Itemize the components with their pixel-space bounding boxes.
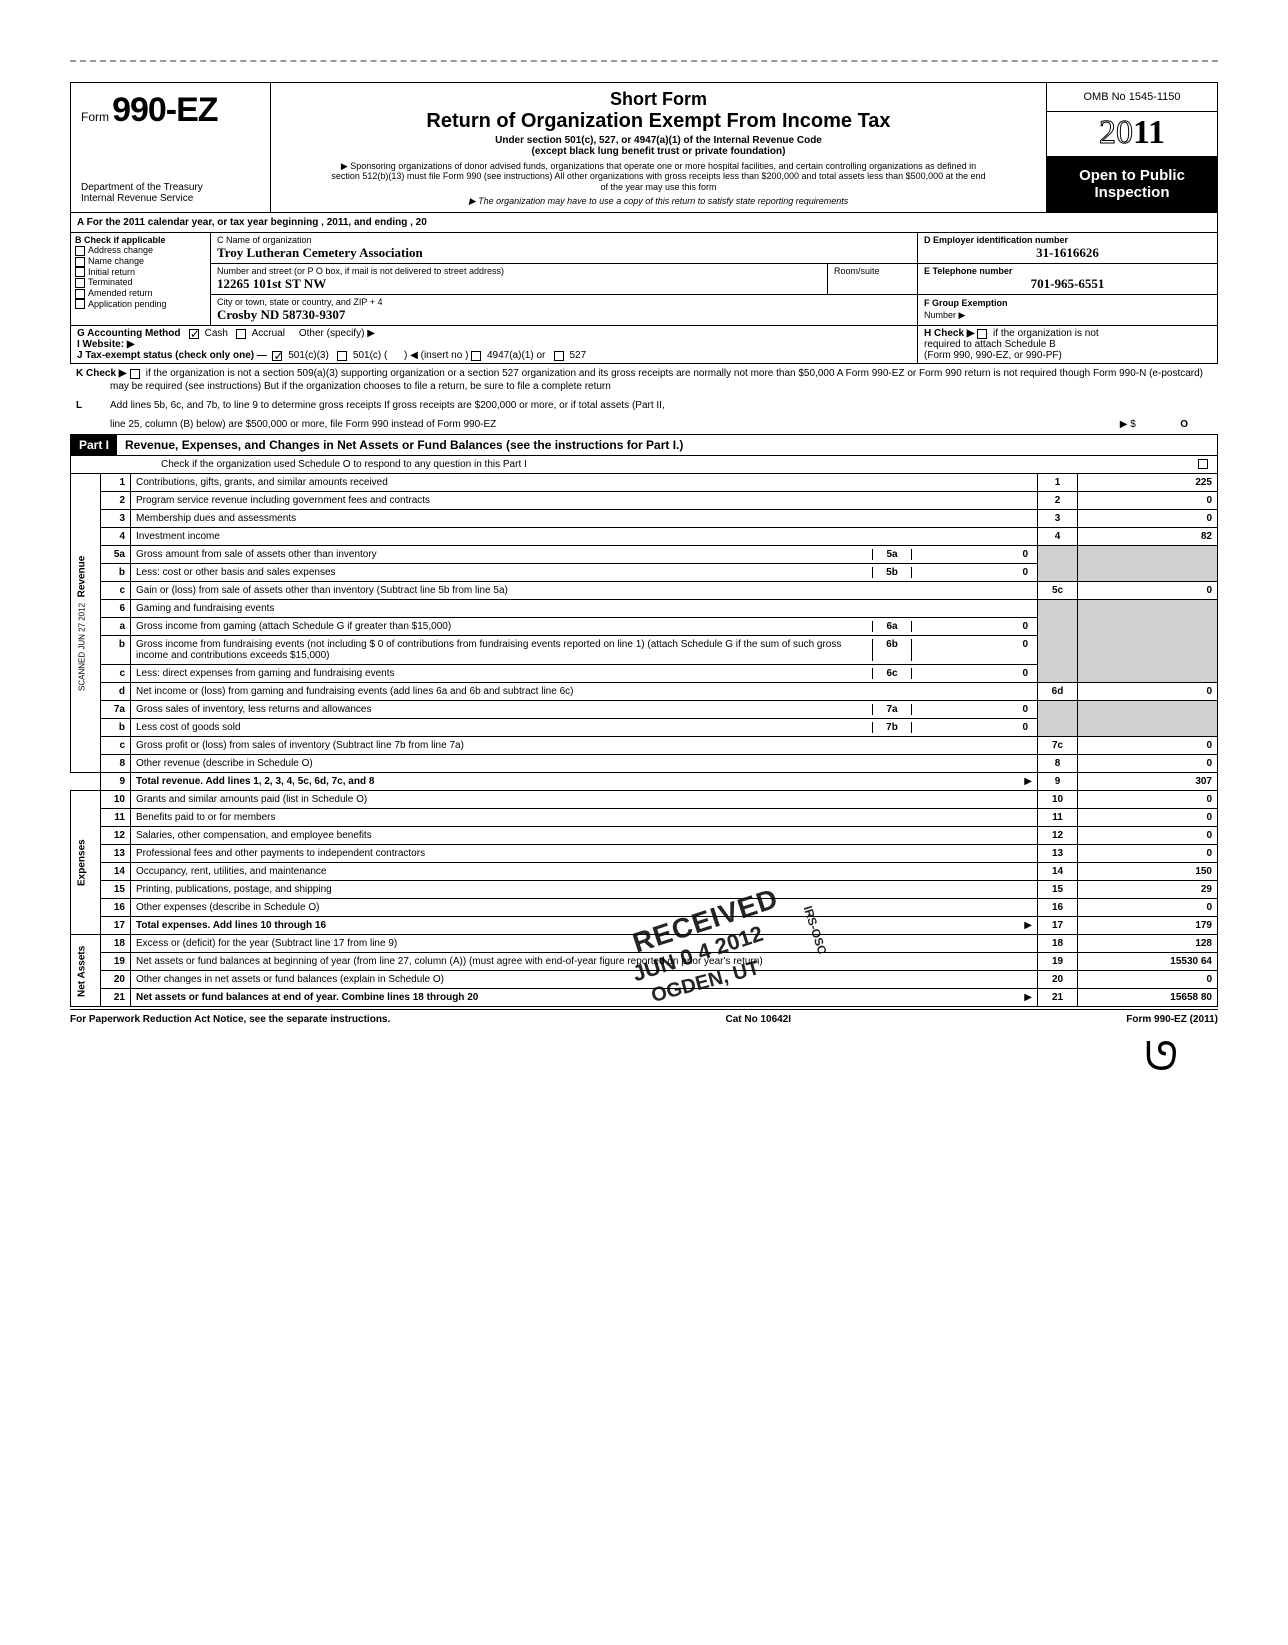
dept1: Department of the Treasury [81, 182, 260, 193]
ln-desc: Contributions, gifts, grants, and simila… [131, 474, 1038, 492]
checkbox-icon[interactable] [189, 329, 199, 339]
b-item: Application pending [75, 299, 206, 310]
checkbox-icon[interactable] [1198, 459, 1208, 469]
checkbox-icon[interactable] [75, 246, 85, 256]
ln-num: 1 [101, 474, 131, 492]
checkbox-icon[interactable] [130, 369, 140, 379]
sponsor-text: ▶ Sponsoring organizations of donor advi… [331, 161, 986, 192]
open2: Inspection [1051, 184, 1213, 201]
b-item: Address change [75, 245, 206, 256]
header-mid: Short Form Return of Organization Exempt… [271, 83, 1047, 212]
line-h3: (Form 990, 990-EZ, or 990-PF) [924, 350, 1211, 361]
checkbox-icon[interactable] [977, 329, 987, 339]
ln-amt: 225 [1078, 474, 1218, 492]
checkbox-icon[interactable] [75, 267, 85, 277]
initial-mark: ᘎ [70, 1033, 1218, 1080]
omb-number: OMB No 1545-1150 [1047, 83, 1217, 112]
lines-table: SCANNED JUN 27 2012 Revenue 1Contributio… [70, 473, 1218, 1007]
lines-wrap: SCANNED JUN 27 2012 Revenue 1Contributio… [70, 473, 1218, 1007]
b-item: Name change [75, 256, 206, 267]
room-label: Room/suite [834, 266, 911, 276]
b-head: B Check if applicable [75, 235, 206, 245]
checkbox-icon[interactable] [75, 289, 85, 299]
phone: 701-965-6551 [924, 276, 1211, 292]
checkbox-icon[interactable] [236, 329, 246, 339]
b-item: Initial return [75, 267, 206, 278]
c-label: C Name of organization [217, 235, 911, 245]
b-item: Amended return [75, 288, 206, 299]
e-label: E Telephone number [924, 266, 1211, 276]
checkbox-icon[interactable] [75, 278, 85, 288]
short-form-title: Short Form [331, 89, 986, 110]
d-label: D Employer identification number [924, 235, 1211, 245]
line-k: K Check ▶ if the organization is not a s… [70, 364, 1218, 396]
ln-box: 1 [1038, 474, 1078, 492]
footer-left: For Paperwork Reduction Act Notice, see … [70, 1014, 390, 1025]
footer: For Paperwork Reduction Act Notice, see … [70, 1009, 1218, 1025]
year-outline: 20 [1099, 114, 1133, 151]
line-g: G Accounting Method Cash Accrual Other (… [77, 328, 911, 339]
form-header: Form 990-EZ Department of the Treasury I… [70, 82, 1218, 213]
line-l2: line 25, column (B) below) are $500,000 … [70, 415, 1218, 434]
checkbox-icon[interactable] [272, 351, 282, 361]
line-h: H Check ▶ if the organization is not [924, 328, 1211, 339]
col-def: D Employer identification number 31-1616… [917, 233, 1217, 326]
form-number: 990-EZ [112, 91, 218, 129]
checkbox-icon[interactable] [337, 351, 347, 361]
header-right: OMB No 1545-1150 2011 Open to Public Ins… [1047, 83, 1217, 212]
dept-block: Department of the Treasury Internal Reve… [81, 182, 260, 204]
line-i: I Website: ▶ [77, 339, 911, 350]
line-j: J Tax-exempt status (check only one) — 5… [77, 350, 911, 361]
col-c: C Name of organization Troy Lutheran Cem… [211, 233, 917, 326]
street: 12265 101st ST NW [217, 276, 821, 292]
city: Crosby ND 58730-9307 [217, 307, 911, 323]
ein: 31-1616626 [924, 245, 1211, 261]
open1: Open to Public [1051, 167, 1213, 184]
except-paren: (except black lung benefit trust or priv… [331, 146, 986, 157]
line-h2: required to attach Schedule B [924, 339, 1211, 350]
year-bold: 11 [1133, 114, 1165, 151]
f-label2: Number ▶ [924, 310, 965, 320]
part1-title: Revenue, Expenses, and Changes in Net As… [117, 435, 691, 455]
city-label: City or town, state or country, and ZIP … [217, 297, 911, 307]
checkbox-icon[interactable] [471, 351, 481, 361]
header-left: Form 990-EZ Department of the Treasury I… [71, 83, 271, 212]
tax-year: 2011 [1047, 112, 1217, 157]
side-revenue: SCANNED JUN 27 2012 Revenue [71, 474, 101, 773]
ghij-block: G Accounting Method Cash Accrual Other (… [70, 326, 1218, 364]
part1-check: Check if the organization used Schedule … [70, 456, 1218, 473]
part1-header: Part I Revenue, Expenses, and Changes in… [70, 434, 1218, 456]
dept2: Internal Revenue Service [81, 193, 260, 204]
footer-mid: Cat No 10642I [725, 1014, 791, 1025]
checkbox-icon[interactable] [75, 299, 85, 309]
entity-block: B Check if applicable Address change Nam… [70, 233, 1218, 326]
side-expenses: Expenses [71, 791, 101, 935]
f-label: F Group Exemption [924, 298, 1008, 308]
col-b: B Check if applicable Address change Nam… [71, 233, 211, 326]
footer-right: Form 990-EZ (2011) [1126, 1014, 1218, 1025]
open-to-public: Open to Public Inspection [1047, 157, 1217, 212]
street-label: Number and street (or P O box, if mail i… [217, 266, 821, 276]
org-name: Troy Lutheran Cemetery Association [217, 245, 911, 261]
checkbox-icon[interactable] [554, 351, 564, 361]
under-section: Under section 501(c), 527, or 4947(a)(1)… [331, 135, 986, 146]
satisfy-text: ▶ The organization may have to use a cop… [331, 196, 986, 206]
side-netassets: Net Assets [71, 935, 101, 1007]
part1-badge: Part I [71, 435, 117, 455]
form-prefix: Form [81, 110, 109, 124]
ghij-right: H Check ▶ if the organization is not req… [917, 326, 1217, 363]
return-title: Return of Organization Exempt From Incom… [331, 110, 986, 133]
b-item: Terminated [75, 277, 206, 288]
line-a: A For the 2011 calendar year, or tax yea… [70, 213, 1218, 233]
ghij-left: G Accounting Method Cash Accrual Other (… [71, 326, 917, 363]
checkbox-icon[interactable] [75, 257, 85, 267]
line-l: L Add lines 5b, 6c, and 7b, to line 9 to… [70, 396, 1218, 415]
